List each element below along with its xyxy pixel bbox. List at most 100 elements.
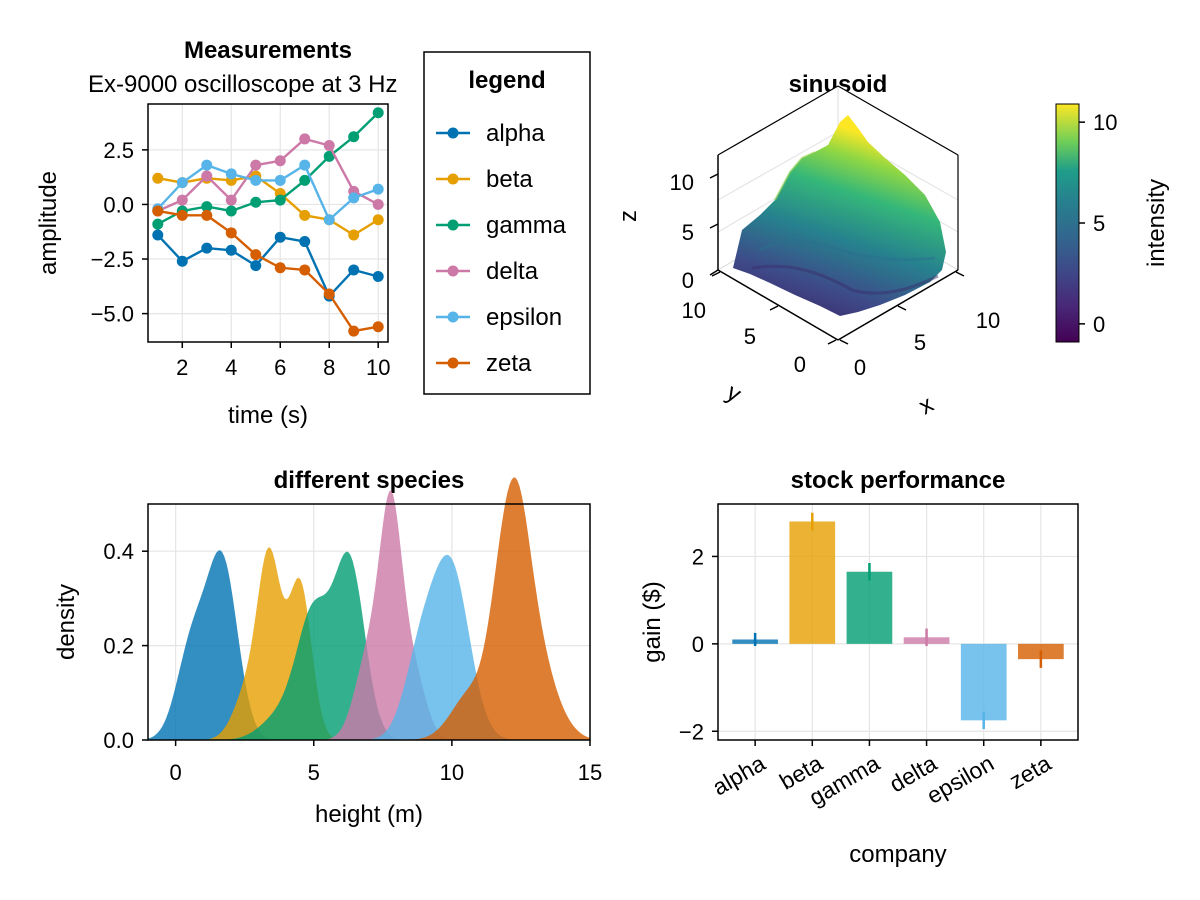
data-point-gamma — [152, 218, 164, 230]
y-tick-label: 5 — [744, 324, 756, 349]
y-tick-label: 0.0 — [103, 728, 134, 753]
legend-swatch-marker — [447, 219, 459, 231]
y-tick — [711, 271, 721, 277]
colorbar-tick-label: 5 — [1093, 211, 1105, 236]
data-point-delta — [225, 194, 237, 206]
legend-entry-label: delta — [486, 258, 539, 285]
x-tick — [897, 305, 907, 311]
data-point-epsilon — [201, 159, 213, 171]
surface-top-edge — [717, 85, 839, 156]
data-point-gamma — [372, 107, 384, 119]
density-area-0 — [148, 550, 590, 740]
measurements-plot-frame — [147, 103, 389, 343]
data-point-gamma — [274, 194, 286, 206]
data-point-delta — [250, 159, 262, 171]
x-tick-label: 6 — [274, 355, 286, 380]
legend-entry-label: gamma — [486, 212, 567, 239]
x-tick-label: 10 — [366, 355, 390, 380]
data-point-delta — [176, 194, 188, 206]
y-tick — [827, 339, 837, 345]
data-point-zeta — [225, 227, 237, 239]
colorbar-tick-label: 10 — [1093, 110, 1117, 135]
bar-gamma — [846, 571, 893, 644]
bar-beta — [789, 521, 836, 644]
y-tick-label: −2 — [679, 719, 704, 744]
data-point-alpha — [299, 236, 311, 248]
data-point-zeta — [323, 288, 335, 300]
species-ticks: 0 5 10 15 0.0 0.2 0.4 — [103, 539, 602, 785]
data-point-beta — [152, 172, 164, 184]
measurements-y-label: amplitude — [35, 171, 62, 275]
category-tick-label: epsilon — [922, 750, 998, 809]
data-point-alpha — [176, 255, 188, 267]
data-point-alpha — [250, 260, 262, 272]
legend-entries: alpha beta gamma delta epsilon zeta — [436, 120, 567, 377]
x-tick-label: 10 — [440, 760, 464, 785]
z-tick — [709, 223, 719, 229]
species-title: different species — [274, 467, 465, 494]
data-point-epsilon — [348, 192, 360, 204]
measurements-x-label: time (s) — [228, 402, 308, 429]
stock-plot-frame — [717, 503, 1079, 741]
y-tick-label: 0 — [692, 632, 704, 657]
y-tick — [769, 305, 779, 311]
legend-swatch-marker — [447, 173, 459, 185]
data-point-epsilon — [250, 174, 262, 186]
data-point-zeta — [201, 209, 213, 221]
data-point-epsilon — [274, 174, 286, 186]
x-tick-label: 2 — [176, 355, 188, 380]
z-tick — [709, 173, 719, 179]
series-line-delta — [157, 137, 379, 213]
data-point-zeta — [274, 262, 286, 274]
y-tick-label: 0 — [794, 352, 806, 377]
x-tick-label: 5 — [308, 760, 320, 785]
z-tick — [709, 269, 719, 276]
colorbar-label: intensity — [1143, 179, 1170, 267]
data-point-zeta — [176, 209, 188, 221]
data-point-zeta — [348, 325, 360, 337]
series-line-gamma — [157, 111, 380, 226]
data-point-alpha — [372, 270, 384, 282]
surface-ripple — [759, 239, 936, 262]
y-tick-label: 10 — [682, 298, 706, 323]
species-panel: different species 0 5 10 15 0.0 0.2 0.4 height… — [53, 467, 602, 828]
y-tick-label: −2.5 — [91, 247, 134, 272]
species-densities — [148, 477, 590, 740]
colorbar-gradient — [1055, 103, 1080, 343]
data-point-gamma — [250, 196, 262, 208]
surface-z-label: z — [615, 210, 642, 222]
species-x-label: height (m) — [315, 801, 423, 828]
data-point-zeta — [299, 264, 311, 276]
measurements-title: Measurements — [184, 37, 352, 64]
x-tick — [955, 271, 965, 277]
species-y-label: density — [53, 584, 80, 660]
surface-grid-line — [717, 131, 839, 201]
stock-bars — [732, 512, 1064, 730]
stock-grid — [718, 504, 1078, 740]
data-point-gamma — [348, 131, 360, 143]
x-tick-label: 4 — [225, 355, 237, 380]
data-point-gamma — [299, 174, 311, 186]
surface-x-axis-line — [837, 269, 959, 341]
legend-title: legend — [468, 67, 545, 94]
x-tick-label: 0 — [170, 760, 182, 785]
data-point-gamma — [225, 205, 237, 217]
data-point-epsilon — [176, 177, 188, 189]
data-point-epsilon — [372, 183, 384, 195]
measurements-series — [152, 107, 384, 337]
colorbar-ticks: 0 5 10 — [1079, 110, 1117, 337]
data-point-beta — [299, 209, 311, 221]
z-tick-label: 0 — [682, 268, 694, 293]
data-point-alpha — [274, 231, 286, 243]
data-point-epsilon — [225, 168, 237, 180]
data-point-alpha — [201, 242, 213, 254]
y-tick-label: 2.5 — [103, 138, 134, 163]
x-tick-label: 0 — [854, 355, 866, 380]
x-tick-label: 10 — [976, 308, 1000, 333]
data-point-zeta — [372, 321, 384, 333]
measurements-ticks: 2 4 6 8 10 2.5 0.0 −2.5 −5.0 — [91, 138, 391, 380]
x-tick — [839, 339, 849, 345]
bar-epsilon — [960, 643, 1007, 721]
